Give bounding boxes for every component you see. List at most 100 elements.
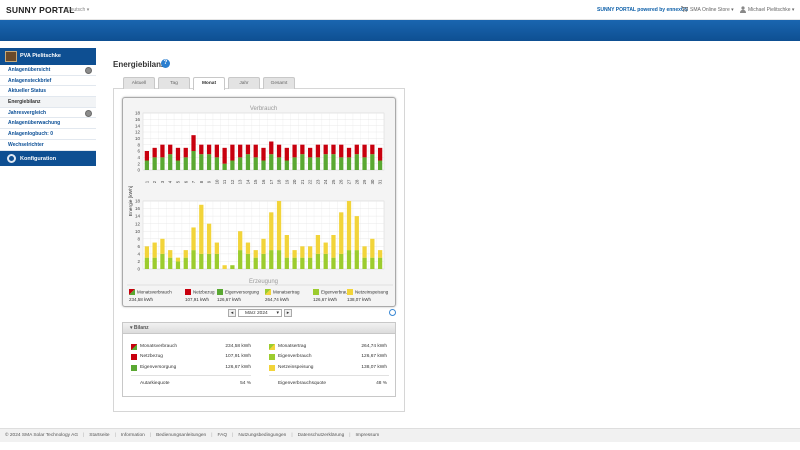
online-store-link[interactable]: SMA Online Store ▾ — [690, 7, 734, 13]
sidebar-item-1[interactable]: Anlagensteckbrief — [0, 75, 96, 87]
bar-eigenversorgung-15[interactable] — [253, 157, 258, 170]
bar-eigenverbrauch-20[interactable] — [292, 257, 297, 269]
help-icon[interactable]: ? — [161, 59, 170, 68]
bar-netzeinspeisung-9[interactable] — [206, 223, 212, 254]
bar-eigenverbrauch-12[interactable] — [230, 265, 235, 269]
tab-1[interactable]: Tag — [158, 77, 190, 89]
bar-netzbezug-9[interactable] — [206, 144, 212, 155]
bar-netzbezug-20[interactable] — [292, 144, 297, 158]
bar-netzeinspeisung-29[interactable] — [362, 246, 367, 258]
bar-eigenversorgung-14[interactable] — [245, 154, 251, 170]
bar-eigenversorgung-25[interactable] — [331, 154, 336, 170]
bar-eigenversorgung-7[interactable] — [191, 151, 196, 170]
bar-eigenversorgung-31[interactable] — [377, 160, 383, 171]
bar-netzbezug-8[interactable] — [199, 144, 204, 155]
bar-eigenverbrauch-17[interactable] — [269, 250, 274, 269]
bar-eigenversorgung-24[interactable] — [323, 154, 328, 170]
bar-eigenverbrauch-19[interactable] — [284, 257, 289, 269]
sidebar-item-3[interactable]: Energiebilanz — [0, 97, 96, 108]
bar-eigenverbrauch-5[interactable] — [175, 261, 181, 269]
sunny-portal-logo[interactable]: SUNNY PORTAL — [6, 5, 75, 15]
bar-eigenverbrauch-1[interactable] — [144, 257, 150, 269]
config-header[interactable]: Konfiguration — [0, 150, 96, 166]
bar-eigenverbrauch-2[interactable] — [152, 257, 157, 269]
tab-3[interactable]: Jahr — [228, 77, 260, 89]
bar-netzbezug-5[interactable] — [175, 147, 181, 161]
bar-netzeinspeisung-2[interactable] — [152, 242, 157, 258]
bar-netzbezug-3[interactable] — [160, 144, 165, 158]
bar-eigenversorgung-26[interactable] — [339, 157, 344, 170]
bar-eigenversorgung-10[interactable] — [214, 157, 219, 170]
bar-eigenversorgung-12[interactable] — [230, 160, 235, 171]
bar-netzbezug-21[interactable] — [300, 144, 305, 155]
bar-netzeinspeisung-8[interactable] — [199, 204, 204, 254]
footer-link-7[interactable]: Impressum — [355, 433, 380, 438]
bar-eigenversorgung-29[interactable] — [362, 157, 367, 170]
bar-netzeinspeisung-6[interactable] — [183, 250, 188, 258]
bar-eigenversorgung-21[interactable] — [300, 154, 305, 170]
bar-netzbezug-31[interactable] — [377, 147, 383, 161]
bar-netzeinspeisung-28[interactable] — [354, 216, 359, 251]
bar-netzeinspeisung-1[interactable] — [144, 246, 150, 258]
bar-netzbezug-2[interactable] — [152, 147, 157, 158]
bar-netzeinspeisung-3[interactable] — [160, 238, 165, 254]
bar-netzeinspeisung-31[interactable] — [377, 250, 383, 258]
bar-netzeinspeisung-24[interactable] — [323, 242, 328, 254]
bar-eigenverbrauch-9[interactable] — [206, 253, 212, 269]
bar-netzbezug-29[interactable] — [362, 144, 367, 158]
month-select[interactable]: März 2024 — [238, 309, 282, 317]
bar-eigenverbrauch-26[interactable] — [339, 253, 344, 269]
bar-netzeinspeisung-17[interactable] — [269, 212, 274, 251]
tab-0[interactable]: Aktuell — [123, 77, 155, 89]
plant-header[interactable]: PVA Pielitschke — [0, 48, 96, 65]
footer-link-6[interactable]: Datenschutzerklärung — [297, 433, 345, 438]
sidebar-item-7[interactable]: Wechselrichter — [0, 139, 96, 151]
bar-netzbezug-16[interactable] — [261, 147, 266, 161]
bar-eigenversorgung-6[interactable] — [183, 157, 188, 170]
bar-eigenverbrauch-6[interactable] — [183, 257, 188, 269]
bar-netzbezug-30[interactable] — [370, 144, 375, 155]
bar-netzeinspeisung-25[interactable] — [331, 235, 336, 258]
bar-eigenverbrauch-30[interactable] — [370, 257, 375, 269]
bar-eigenversorgung-23[interactable] — [315, 157, 321, 170]
bar-netzbezug-12[interactable] — [230, 144, 235, 161]
bar-eigenverbrauch-27[interactable] — [346, 250, 352, 269]
bar-netzeinspeisung-30[interactable] — [370, 238, 375, 258]
bar-netzbezug-22[interactable] — [308, 147, 313, 158]
settings-icon[interactable] — [85, 67, 92, 74]
bar-eigenverbrauch-31[interactable] — [377, 257, 383, 269]
bar-netzeinspeisung-21[interactable] — [300, 246, 305, 258]
bar-netzeinspeisung-5[interactable] — [175, 257, 181, 262]
language-selector[interactable]: Deutsch ▾ — [67, 7, 90, 13]
bar-eigenversorgung-16[interactable] — [261, 160, 266, 171]
bar-eigenverbrauch-25[interactable] — [331, 257, 336, 269]
bar-eigenverbrauch-14[interactable] — [245, 253, 251, 269]
bar-netzbezug-23[interactable] — [315, 144, 321, 158]
bar-eigenverbrauch-8[interactable] — [199, 253, 204, 269]
bar-eigenversorgung-30[interactable] — [370, 154, 375, 170]
bar-netzeinspeisung-15[interactable] — [253, 250, 258, 258]
tab-2[interactable]: Monat — [193, 77, 225, 90]
bar-netzeinspeisung-27[interactable] — [346, 201, 352, 251]
bar-eigenverbrauch-24[interactable] — [323, 253, 328, 269]
footer-link-5[interactable]: Nutzungsbedingungen — [238, 433, 287, 438]
bar-eigenverbrauch-15[interactable] — [253, 257, 258, 269]
bar-netzbezug-1[interactable] — [144, 151, 150, 161]
bar-netzeinspeisung-4[interactable] — [168, 250, 173, 258]
bar-eigenverbrauch-29[interactable] — [362, 257, 367, 269]
bar-eigenverbrauch-10[interactable] — [214, 253, 219, 269]
sidebar-item-4[interactable]: Jahresvergleich — [0, 107, 96, 119]
bar-netzbezug-11[interactable] — [222, 147, 227, 164]
footer-link-2[interactable]: Information — [120, 433, 145, 438]
settings-icon[interactable] — [85, 109, 92, 117]
bar-eigenversorgung-17[interactable] — [269, 154, 274, 170]
bar-eigenverbrauch-21[interactable] — [300, 257, 305, 269]
footer-link-3[interactable]: Bedienungsanleitungen — [156, 433, 207, 438]
bar-netzeinspeisung-20[interactable] — [292, 250, 297, 258]
tab-4[interactable]: Gesamt — [263, 77, 295, 89]
bar-eigenversorgung-28[interactable] — [354, 154, 359, 170]
bar-netzbezug-10[interactable] — [214, 144, 219, 158]
bar-netzeinspeisung-11[interactable] — [222, 265, 227, 269]
bar-netzbezug-25[interactable] — [331, 144, 336, 155]
sidebar-item-5[interactable]: Anlagenüberwachung — [0, 118, 96, 130]
